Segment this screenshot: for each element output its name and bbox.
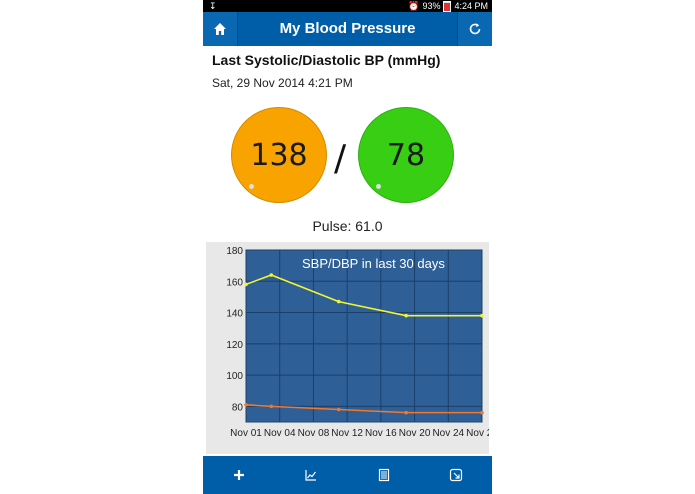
reading-heading: Last Systolic/Diastolic BP (mmHg): [212, 52, 441, 68]
chart-title: SBP/DBP in last 30 days: [302, 256, 445, 271]
bottom-bar: [203, 456, 492, 494]
series-point: [244, 282, 248, 287]
notes-button[interactable]: [348, 456, 420, 494]
bp-separator: /: [334, 138, 347, 179]
y-tick-label: 160: [226, 277, 243, 288]
x-tick-label: Nov 04: [264, 428, 296, 439]
pulse-value: Pulse: 61.0: [312, 218, 383, 234]
battery-icon: [443, 0, 452, 12]
series-point: [480, 313, 484, 318]
x-tick-label: Nov 20: [399, 428, 431, 439]
export-button[interactable]: [420, 456, 492, 494]
y-tick-label: 180: [226, 246, 243, 257]
notes-icon: [378, 468, 389, 482]
refresh-icon: [469, 23, 481, 35]
series-point: [269, 273, 274, 277]
add-icon: [234, 470, 245, 480]
usb-icon: ↧: [209, 1, 217, 11]
app-bar: My Blood Pressure: [203, 12, 492, 46]
x-tick-label: Nov 28: [466, 428, 489, 439]
y-tick-label: 100: [226, 371, 243, 382]
series-point: [336, 299, 341, 304]
systolic-value: 138: [250, 137, 308, 173]
phone-screen: ↧ ⏰ 93% 4:24 PM My Blood Pressure Last S…: [203, 0, 492, 494]
home-button[interactable]: [203, 12, 238, 46]
home-icon: [214, 23, 226, 35]
series-point: [336, 407, 341, 412]
battery-percent: 93%: [422, 1, 441, 11]
refresh-button[interactable]: [457, 12, 492, 46]
series-point: [404, 313, 408, 318]
plot-area: [245, 249, 483, 423]
alarm-icon: ⏰: [408, 1, 420, 11]
chart-button[interactable]: [275, 456, 347, 494]
x-tick-label: Nov 08: [298, 428, 330, 439]
export-icon: [449, 468, 462, 482]
series-point: [244, 403, 248, 407]
diastolic-value: 78: [386, 137, 426, 173]
y-tick-label: 120: [226, 340, 243, 351]
x-tick-label: Nov 24: [432, 428, 464, 439]
systolic-circle[interactable]: 138: [231, 107, 327, 203]
status-time: 4:24 PM: [454, 1, 488, 11]
bp-chart[interactable]: 80 100 120 140 160 180 Nov 01 Nov 04 Nov 08 Nov 1…: [206, 242, 492, 454]
chart-icon: [305, 470, 317, 481]
diastolic-circle[interactable]: 78: [358, 107, 454, 203]
status-right: ⏰ 93% 4:24 PM: [408, 0, 488, 12]
series-point: [480, 410, 484, 415]
status-bar: ↧ ⏰ 93% 4:24 PM: [203, 0, 492, 12]
x-tick-label: Nov 16: [365, 428, 397, 439]
app-title: My Blood Pressure: [279, 20, 416, 37]
add-button[interactable]: [203, 456, 275, 494]
reading-timestamp: Sat, 29 Nov 2014 4:21 PM: [212, 76, 353, 90]
systolic-dot: [249, 184, 254, 189]
y-tick-label: 80: [232, 402, 244, 413]
series-point: [404, 410, 408, 415]
y-tick-label: 140: [226, 309, 243, 320]
series-point: [269, 404, 274, 409]
x-tick-label: Nov 01: [230, 428, 262, 439]
diastolic-dot: [376, 184, 381, 189]
x-tick-label: Nov 12: [331, 428, 363, 439]
